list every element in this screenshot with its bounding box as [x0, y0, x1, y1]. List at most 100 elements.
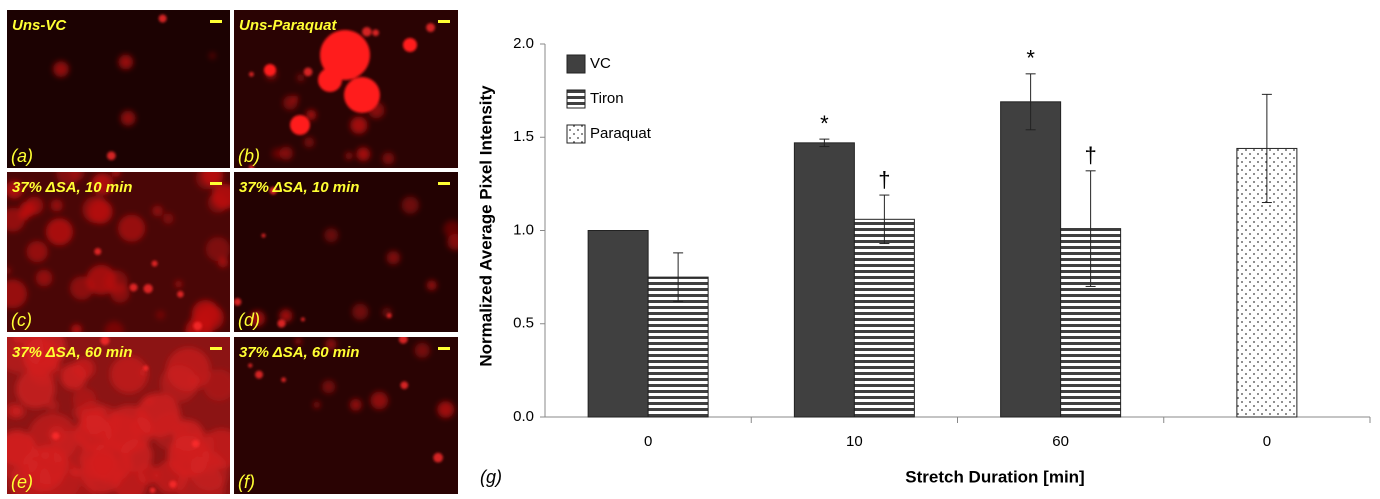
- cell: [61, 364, 87, 390]
- panel-label: (c): [11, 310, 32, 330]
- legend-swatch: [567, 55, 585, 73]
- micrograph: Uns-VC(a): [7, 10, 230, 168]
- cell: [36, 270, 53, 287]
- cell: [156, 310, 165, 319]
- cell: [350, 117, 367, 134]
- significance-marker: †: [878, 167, 890, 192]
- spot: [433, 453, 443, 463]
- panel-title: Uns-Paraquat: [239, 17, 338, 34]
- cell: [322, 380, 335, 393]
- cell: [12, 405, 25, 418]
- bar: [1001, 102, 1061, 417]
- cell: [209, 53, 215, 59]
- cell: [0, 430, 35, 466]
- figure: Uns-VC(a)Uns-Paraquat(b)37% ΔSA, 10 min(…: [0, 0, 1380, 494]
- micrographs: Uns-VC(a)Uns-Paraquat(b)37% ΔSA, 10 min(…: [0, 10, 463, 494]
- micrograph-bg: [234, 172, 458, 332]
- cell: [313, 401, 320, 408]
- bar-chart: (g) Stretch Duration [min] Normalized Av…: [476, 35, 1370, 487]
- cell: [82, 196, 109, 223]
- cell: [345, 152, 352, 159]
- cell: [73, 388, 96, 411]
- cell: [415, 343, 430, 358]
- panel-label: (g): [480, 467, 502, 487]
- cell: [19, 202, 35, 218]
- panel-title: 37% ΔSA, 60 min: [12, 344, 132, 361]
- spot: [281, 377, 286, 382]
- y-tick-label: 0.5: [513, 315, 534, 332]
- spot: [248, 363, 252, 367]
- micrograph-image: [234, 172, 464, 332]
- cell: [53, 61, 69, 77]
- bar: [854, 219, 914, 417]
- cell: [50, 199, 62, 211]
- spot: [130, 283, 138, 291]
- cell: [370, 392, 388, 410]
- cell: [189, 375, 199, 385]
- spot: [234, 298, 242, 306]
- bar: [794, 143, 854, 417]
- cell: [318, 68, 342, 92]
- scale-bar: [438, 182, 450, 185]
- spot: [362, 27, 372, 37]
- scale-bar: [210, 20, 222, 23]
- cell: [352, 304, 368, 320]
- micrograph: 37% ΔSA, 60 min(f): [234, 335, 458, 494]
- spot: [152, 261, 158, 267]
- significance-marker: †: [1085, 143, 1097, 168]
- cell: [212, 184, 237, 209]
- panel-label: (d): [238, 310, 260, 330]
- cell: [304, 137, 314, 147]
- spot: [150, 487, 156, 493]
- spot: [261, 233, 265, 237]
- panel-title: 37% ΔSA, 10 min: [12, 179, 132, 196]
- spot: [372, 29, 379, 36]
- cell: [324, 228, 338, 242]
- panel-label: (b): [238, 146, 260, 166]
- legend-swatch: [567, 125, 585, 143]
- cell: [283, 95, 297, 109]
- scale-bar: [438, 20, 450, 23]
- micrograph: 37% ΔSA, 10 min(d): [234, 172, 464, 332]
- cell: [402, 196, 419, 213]
- scale-bar: [210, 347, 222, 350]
- cell: [118, 215, 145, 242]
- panel-title: Uns-VC: [12, 17, 67, 34]
- spot: [143, 365, 148, 370]
- spot: [277, 319, 285, 327]
- cell: [427, 280, 437, 290]
- y-tick-label: 0.0: [513, 408, 534, 425]
- cell: [290, 115, 310, 135]
- spot: [249, 72, 254, 77]
- cell: [71, 324, 82, 335]
- cell: [154, 460, 187, 493]
- significance-marker: *: [820, 111, 829, 136]
- cell: [444, 221, 461, 238]
- spot: [304, 67, 313, 76]
- cell: [47, 400, 58, 411]
- micrograph-image: [234, 10, 458, 170]
- x-tick-label: 0: [1263, 433, 1271, 450]
- micrograph: Uns-Paraquat (b): [234, 10, 458, 170]
- spot: [426, 23, 435, 32]
- cell: [118, 55, 133, 70]
- micrograph: 37% ΔSA, 10 min (c): [0, 162, 237, 345]
- x-axis-label: Stretch Duration [min]: [905, 467, 1084, 486]
- x-tick-label: 10: [846, 433, 863, 450]
- scale-bar: [438, 347, 450, 350]
- cell: [70, 466, 81, 477]
- x-tick-label: 0: [644, 433, 652, 450]
- spot: [400, 381, 408, 389]
- cell: [112, 168, 121, 177]
- spot: [143, 284, 152, 293]
- spot: [52, 432, 59, 439]
- legend-label: VC: [590, 55, 611, 72]
- significance-marker: *: [1026, 46, 1035, 71]
- panel-title: 37% ΔSA, 60 min: [239, 344, 359, 361]
- cell: [26, 241, 47, 262]
- cell: [103, 414, 141, 452]
- cell: [110, 356, 148, 394]
- spot: [94, 248, 101, 255]
- cell: [196, 166, 219, 189]
- cell: [350, 399, 362, 411]
